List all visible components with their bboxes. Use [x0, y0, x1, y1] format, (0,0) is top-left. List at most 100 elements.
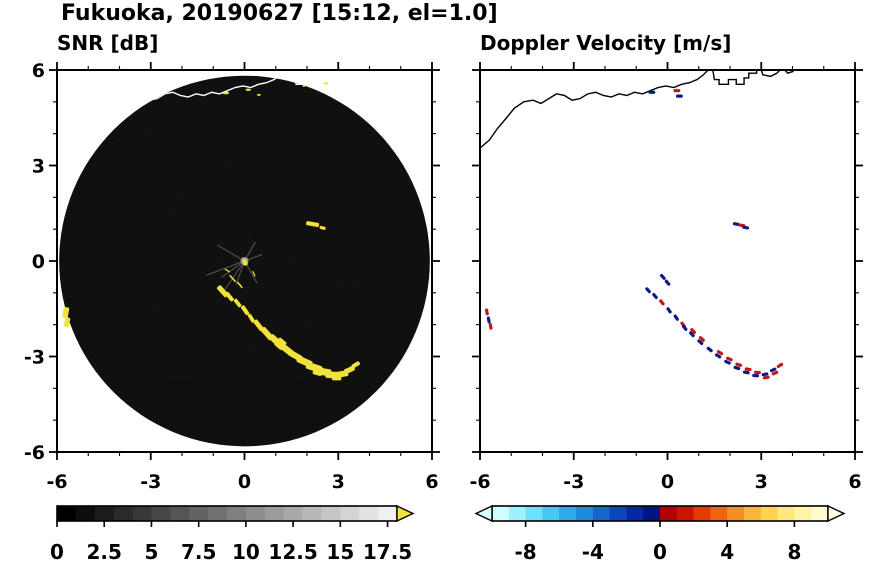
echo — [673, 314, 679, 321]
snr-panel-title: SNR [dB] — [57, 31, 159, 55]
colorbar-tick-label: 4 — [720, 540, 734, 564]
colorbar-tick-label: 10 — [232, 540, 260, 564]
echo — [484, 308, 489, 316]
echo — [675, 94, 683, 98]
colorbar-tick-label: 0 — [50, 540, 64, 564]
echo-layer — [62, 82, 360, 381]
colorbar-over-arrow — [827, 504, 846, 523]
figure-title: Fukuoka, 20190627 [15:12, el=1.0] — [61, 1, 498, 26]
doppler-colorbar: -8 -4 0 4 8 — [474, 504, 846, 564]
echo — [319, 225, 326, 230]
echo — [742, 370, 750, 375]
echo-layer — [484, 89, 784, 380]
echo — [243, 261, 248, 266]
echo — [769, 367, 777, 373]
echo — [237, 281, 243, 289]
echo — [233, 298, 242, 308]
colorbar-tick-label: -8 — [514, 540, 536, 564]
echo — [344, 365, 355, 374]
echo — [733, 365, 741, 371]
echo — [486, 316, 491, 324]
colorbar-tick-label: 2.5 — [87, 540, 122, 564]
x-tick-label: -3 — [140, 471, 161, 493]
echo — [323, 82, 329, 85]
echo — [735, 362, 743, 367]
echo — [229, 274, 236, 283]
echo — [744, 367, 752, 372]
echo — [724, 359, 731, 365]
echo — [726, 356, 733, 362]
echo — [752, 373, 760, 378]
y-tick-label: -3 — [24, 347, 45, 369]
echo — [652, 292, 658, 300]
echo — [332, 372, 342, 381]
echo — [714, 353, 722, 359]
snr-panel: -6 -3 0 3 6 6 3 0 -3 -6 — [24, 60, 440, 493]
y-tick-label: -6 — [24, 442, 45, 464]
x-tick-label: 0 — [238, 471, 251, 493]
echo — [63, 317, 71, 328]
echo — [252, 270, 256, 277]
echo — [225, 291, 234, 302]
echo — [659, 299, 665, 306]
doppler-panel: -6 -3 0 3 6 — [469, 62, 863, 493]
y-tick-label: 6 — [32, 60, 45, 82]
echo — [240, 305, 250, 316]
echo — [488, 322, 493, 330]
echo — [274, 337, 287, 350]
x-tick-label: -6 — [469, 471, 490, 493]
echo — [306, 221, 320, 228]
echo — [673, 89, 681, 93]
echo — [62, 306, 70, 319]
echo — [776, 362, 784, 369]
echo — [681, 324, 688, 331]
echo — [351, 361, 360, 369]
echo — [247, 313, 255, 323]
echo — [659, 273, 666, 280]
x-tick-label: 3 — [332, 471, 345, 493]
echo — [302, 84, 306, 87]
echo — [761, 372, 769, 377]
echo — [257, 93, 261, 96]
snr-colorbar: 0 2.5 5 7.5 10 12.5 15 17.5 — [50, 504, 415, 564]
colorbar-tick-label: 15 — [326, 540, 354, 564]
x-tick-label: -3 — [563, 471, 584, 493]
echo — [664, 279, 671, 286]
echo — [689, 331, 695, 338]
colorbar-tick-label: 7.5 — [181, 540, 216, 564]
colorbar-tick-label: 0 — [653, 540, 667, 564]
colorbar-tick-label: 8 — [787, 540, 801, 564]
echo — [245, 88, 251, 91]
x-tick-label: 0 — [661, 471, 674, 493]
x-tick-label: 6 — [425, 471, 438, 493]
x-tick-label: 3 — [755, 471, 768, 493]
echo — [706, 346, 713, 353]
echo — [690, 328, 696, 335]
colorbar-over-arrow — [396, 504, 415, 523]
echo — [224, 268, 231, 273]
x-tick-label: 6 — [848, 471, 861, 493]
x-tick-label: -6 — [46, 471, 67, 493]
echo — [698, 336, 705, 342]
echo — [648, 90, 656, 94]
echo — [666, 307, 672, 314]
colorbar-under-arrow — [474, 504, 493, 523]
echo — [754, 370, 761, 375]
echo — [253, 319, 264, 332]
echo — [732, 222, 740, 227]
echo — [645, 287, 651, 294]
y-tick-label: 3 — [32, 156, 45, 178]
echo — [312, 365, 324, 377]
colorbar-tick-label: 5 — [144, 540, 158, 564]
colorbar-tick-label: 12.5 — [268, 540, 317, 564]
tick-marks — [472, 62, 863, 460]
echo — [742, 225, 750, 230]
echo — [762, 375, 770, 380]
y-tick-label: 0 — [32, 251, 45, 273]
echo — [716, 350, 724, 356]
echo — [697, 339, 704, 346]
echo — [771, 370, 779, 376]
colorbar-tick-label: -4 — [582, 540, 604, 564]
